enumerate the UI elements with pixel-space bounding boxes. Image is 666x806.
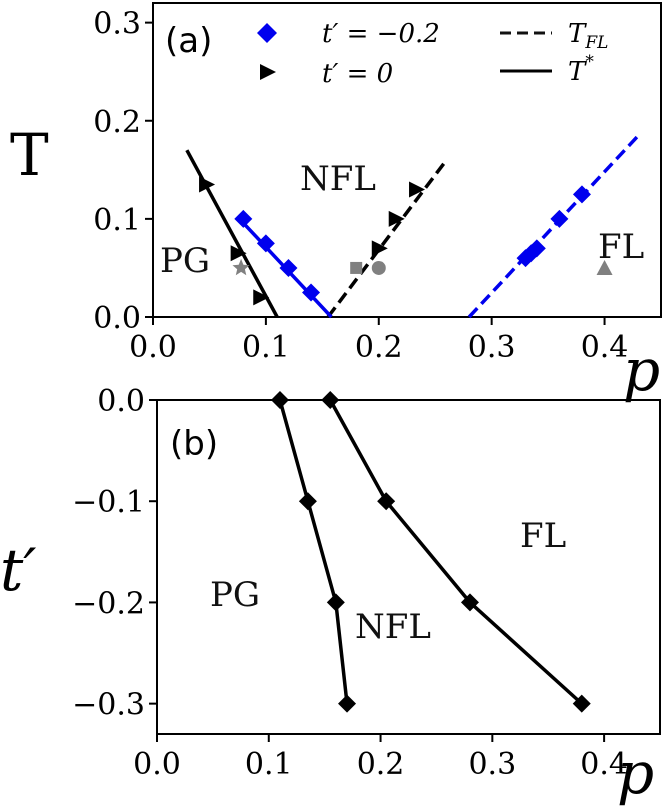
panel-a-series: [185, 134, 640, 319]
legend: t′ = −0.2 t′ = 0 TFL T*: [257, 19, 608, 89]
panel-b-xlabel: p: [617, 739, 654, 806]
panel-b-point-diamond: [298, 492, 317, 511]
legend-label-tprime-zero: t′ = 0: [322, 59, 393, 89]
panel-a-point-circle: [371, 260, 386, 275]
panel-a-xtick-label: 0.1: [242, 330, 290, 365]
panel-a-ytick-label: 0.3: [93, 7, 141, 42]
panel-a-point-triangle-right: [199, 176, 216, 193]
panel-a-series-line-3: [467, 134, 640, 319]
panel-a-xtick-label: 0.2: [355, 330, 403, 365]
region-b-fl: FL: [520, 516, 566, 556]
panel-a-point-triangle-right: [230, 245, 247, 262]
panel-a-ylabel: T: [10, 121, 49, 189]
panel-b-xtick-label: 0.1: [245, 747, 293, 782]
panel-a-xtick-label: 0.0: [129, 330, 177, 365]
panel-b-point-diamond: [338, 694, 357, 713]
panel-b-point-diamond: [460, 593, 479, 612]
panel-a-xtick-label: 0.3: [468, 330, 516, 365]
legend-label-tstar: T*: [568, 52, 594, 87]
panel-b-xtick-label: 0.2: [357, 747, 405, 782]
panel-a-ticks: 0.0 0.1 0.2 0.3 0.4 0.0 0.1 0.2 0.3: [93, 7, 628, 365]
panel-a-label: (a): [165, 21, 212, 61]
panel-b-ticks: 0.0 0.1 0.2 0.3 0.4 0.0 −0.1 −0.2 −0.3: [72, 384, 628, 782]
panel-a-point-diamond: [550, 209, 569, 228]
panel-b-ytick-label: 0.0: [97, 384, 145, 419]
panel-b-ytick-label: −0.3: [72, 688, 145, 723]
panel-b-frame: [156, 399, 661, 735]
panel-b-xtick-label: 0.3: [468, 747, 516, 782]
panel-a-point-diamond: [302, 283, 321, 302]
panel-b-xtick-label: 0.0: [133, 747, 181, 782]
panel-a-point-square: [350, 261, 363, 274]
region-a-nfl: NFL: [300, 159, 376, 199]
legend-entry-tprime-zero: t′ = 0: [260, 59, 393, 89]
panel-a-point-diamond: [527, 239, 546, 258]
region-a-pg: PG: [160, 241, 210, 281]
panel-b-point-diamond: [572, 694, 591, 713]
region-a-fl: FL: [598, 227, 644, 267]
region-b-pg: PG: [210, 575, 260, 615]
panel-a-series-line-0: [185, 149, 279, 318]
legend-entry-tfl: TFL: [500, 19, 608, 53]
panel-a-point-triangle-up: [596, 259, 613, 275]
panel-b-point-diamond: [321, 391, 340, 409]
panel-b-series-line-1: [328, 399, 583, 705]
panel-b-ylabel: t′: [0, 536, 36, 604]
panel-a-point-triangle-right: [253, 289, 270, 306]
panel-a-ytick-label: 0.1: [93, 203, 141, 238]
legend-entry-tprime-neg: t′ = −0.2: [257, 19, 440, 49]
panel-a: 0.0 0.1 0.2 0.3 0.4 0.0 0.1 0.2 0.3 (a) T p PG N…: [10, 2, 662, 404]
panel-a-series-line-1: [326, 158, 448, 319]
legend-diamond-marker: [257, 23, 277, 43]
panel-b-label: (b): [170, 424, 218, 464]
panel-a-xtick-label: 0.4: [581, 330, 629, 365]
panel-b-series-line-0: [278, 399, 349, 704]
region-b-nfl: NFL: [355, 607, 431, 647]
panel-a-point-triangle-right: [409, 181, 426, 198]
panel-a-point-diamond: [256, 234, 275, 253]
panel-b: 0.0 0.1 0.2 0.3 0.40.0−0.1−0.2−0.3 (b) t′ p …: [0, 384, 661, 806]
panel-a-frame: [152, 2, 662, 318]
panel-b-series: [270, 391, 591, 713]
legend-triangle-marker: [260, 64, 276, 80]
legend-label-tprime-neg: t′ = −0.2: [322, 19, 440, 49]
panel-a-point-triangle-right: [388, 210, 405, 227]
panel-a-point-diamond: [234, 209, 253, 228]
panel-a-point-star: [232, 258, 250, 276]
panel-b-point-diamond: [377, 492, 396, 511]
panel-a-ytick-label: 0.0: [93, 301, 141, 336]
panel-a-point-triangle-right: [371, 240, 388, 257]
panel-b-point-diamond: [326, 593, 345, 612]
panel-b-point-diamond: [270, 391, 289, 409]
panel-b-ytick-label: −0.1: [72, 485, 145, 520]
panel-b-ytick-label: −0.2: [72, 586, 145, 621]
panel-b-xtick-label: 0.4: [580, 747, 628, 782]
legend-label-tfl: TFL: [568, 19, 608, 53]
panel-a-point-diamond: [572, 185, 591, 204]
panel-a-point-diamond: [279, 258, 298, 277]
panel-a-ytick-label: 0.2: [93, 105, 141, 140]
legend-entry-tstar: T*: [500, 52, 594, 87]
panel-a-xlabel: p: [623, 336, 660, 404]
